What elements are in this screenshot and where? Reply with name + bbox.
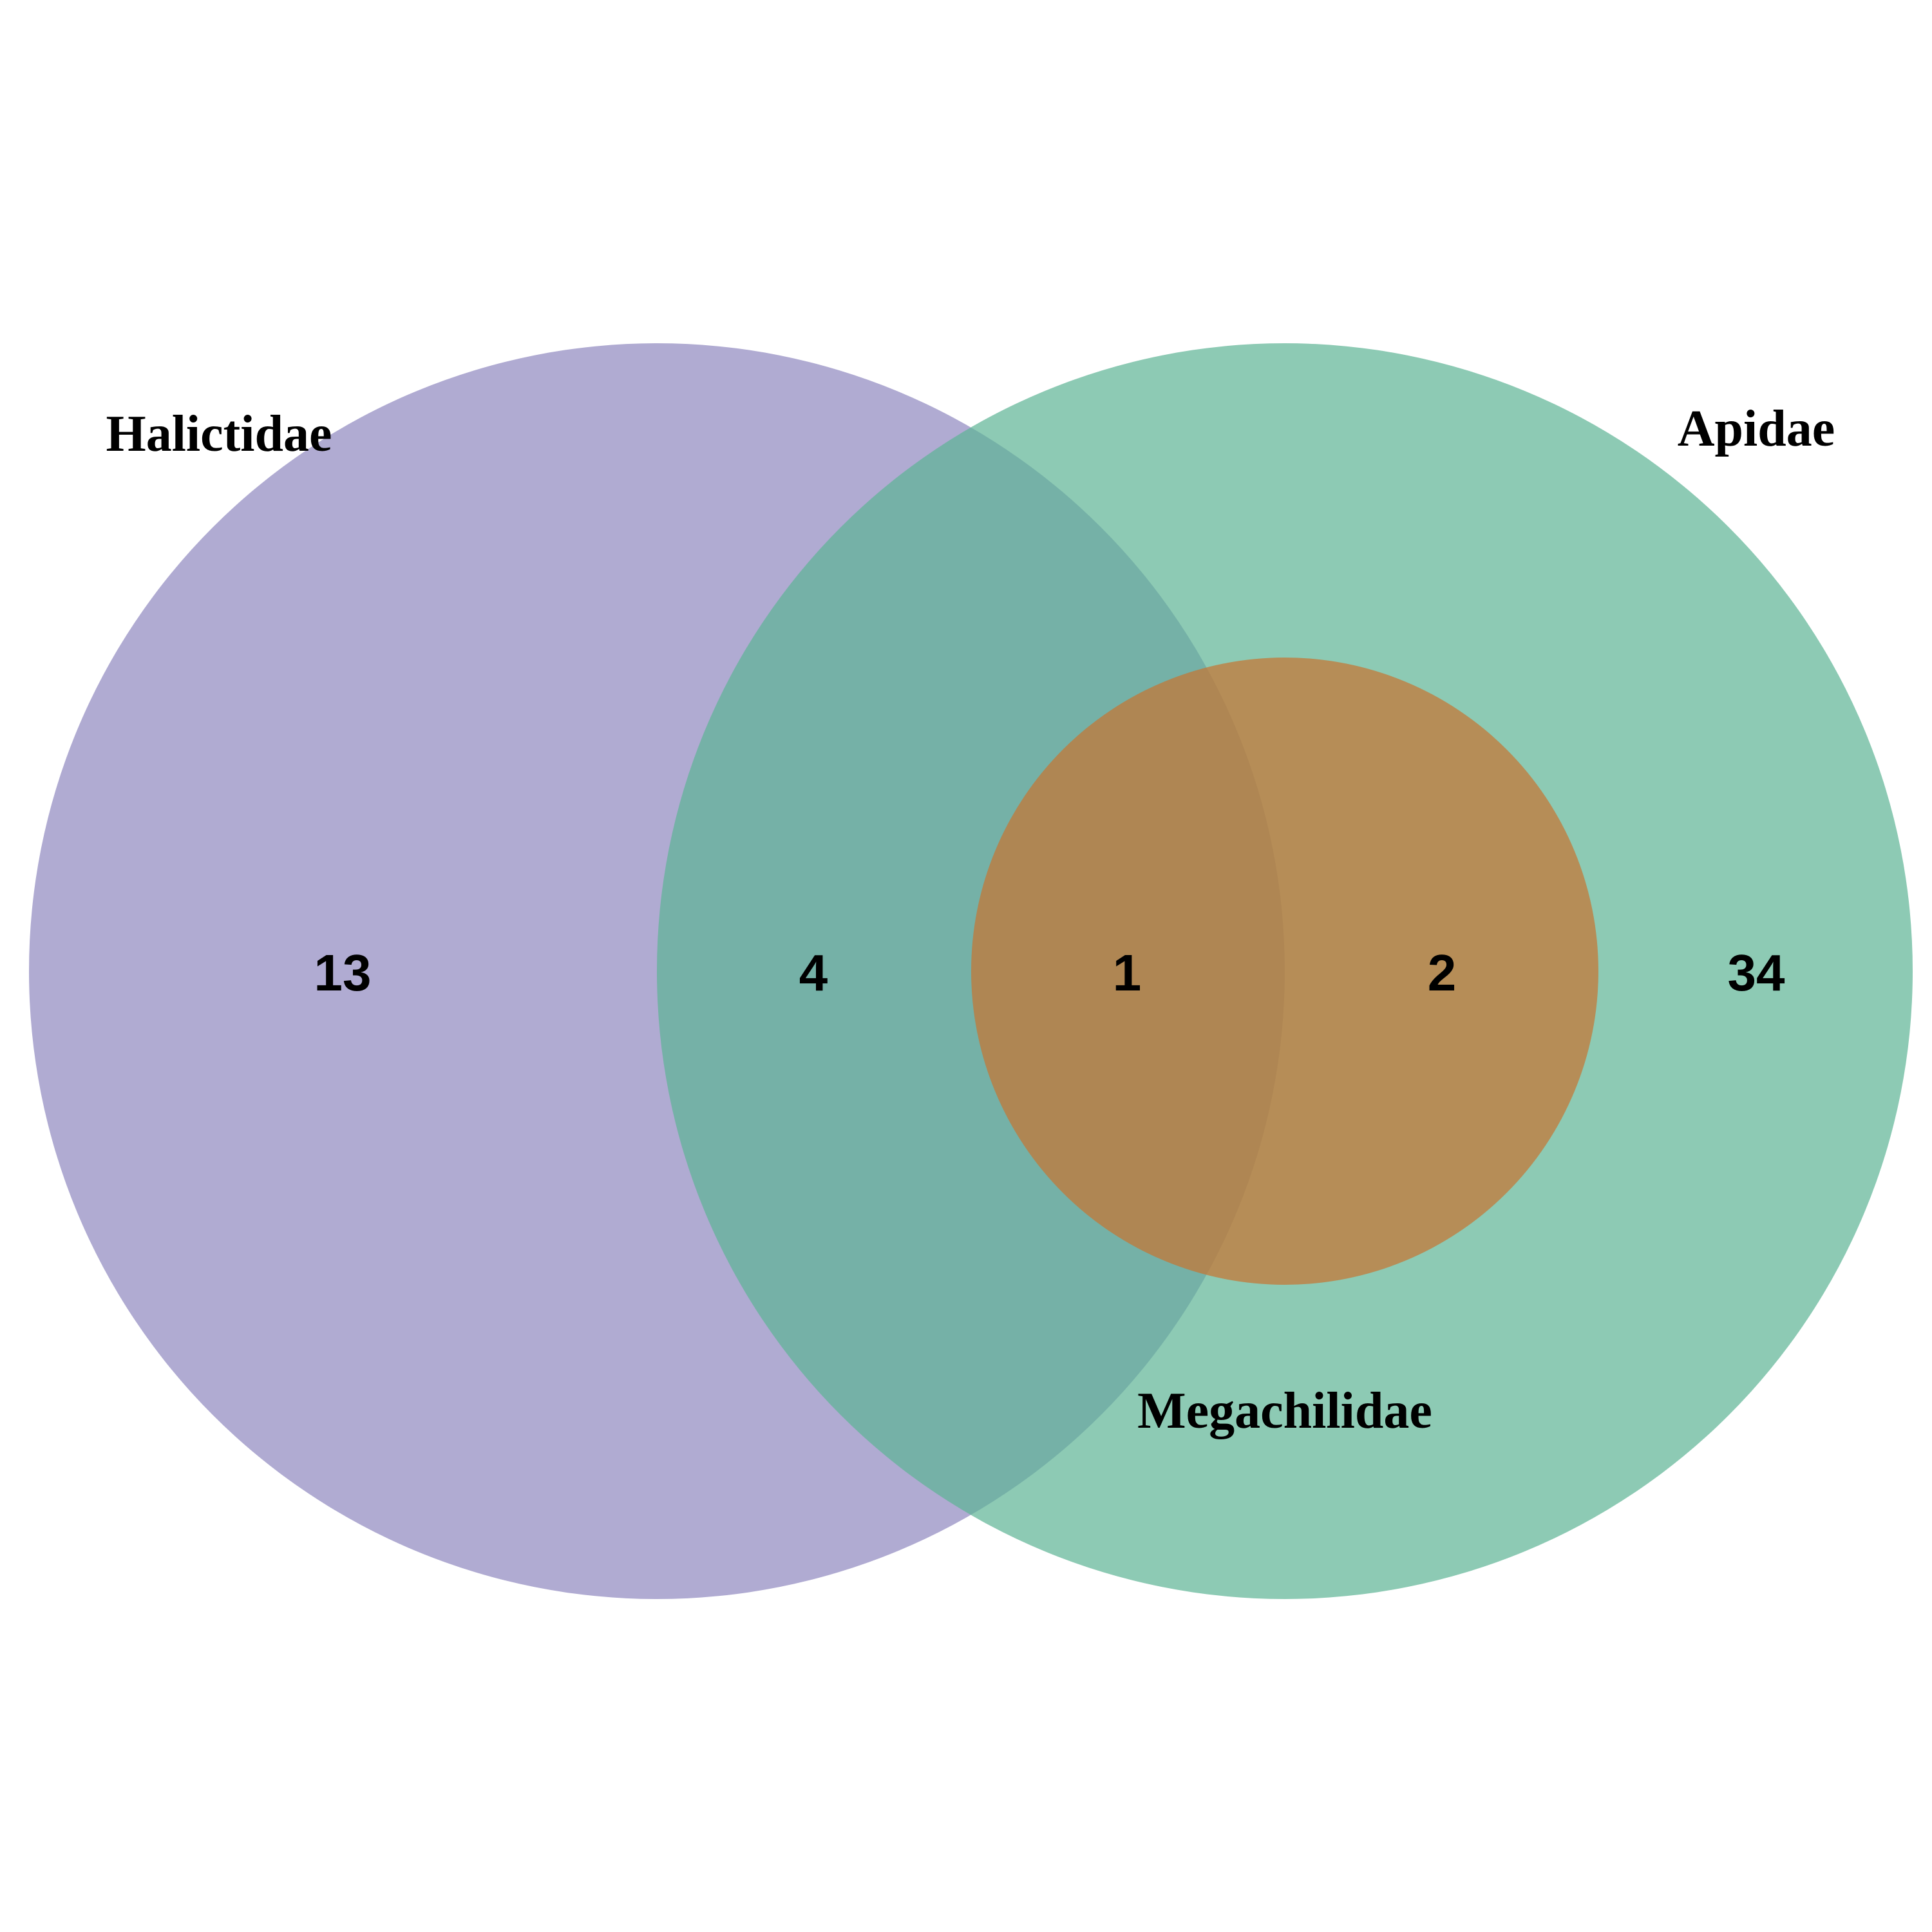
apidae-label: Apidae — [1678, 401, 1835, 457]
region-count-halictidae-apidae: 4 — [799, 944, 828, 1001]
halictidae-label: Halictidae — [106, 406, 332, 462]
region-count-halictidae-only: 13 — [314, 944, 372, 1001]
megachilidae-circle — [971, 658, 1598, 1285]
region-count-apidae-only: 34 — [1728, 944, 1785, 1001]
region-count-all-three: 1 — [1113, 944, 1142, 1001]
megachilidae-label: Megachilidae — [1137, 1383, 1432, 1439]
region-count-apidae-megachilidae: 2 — [1428, 944, 1457, 1001]
